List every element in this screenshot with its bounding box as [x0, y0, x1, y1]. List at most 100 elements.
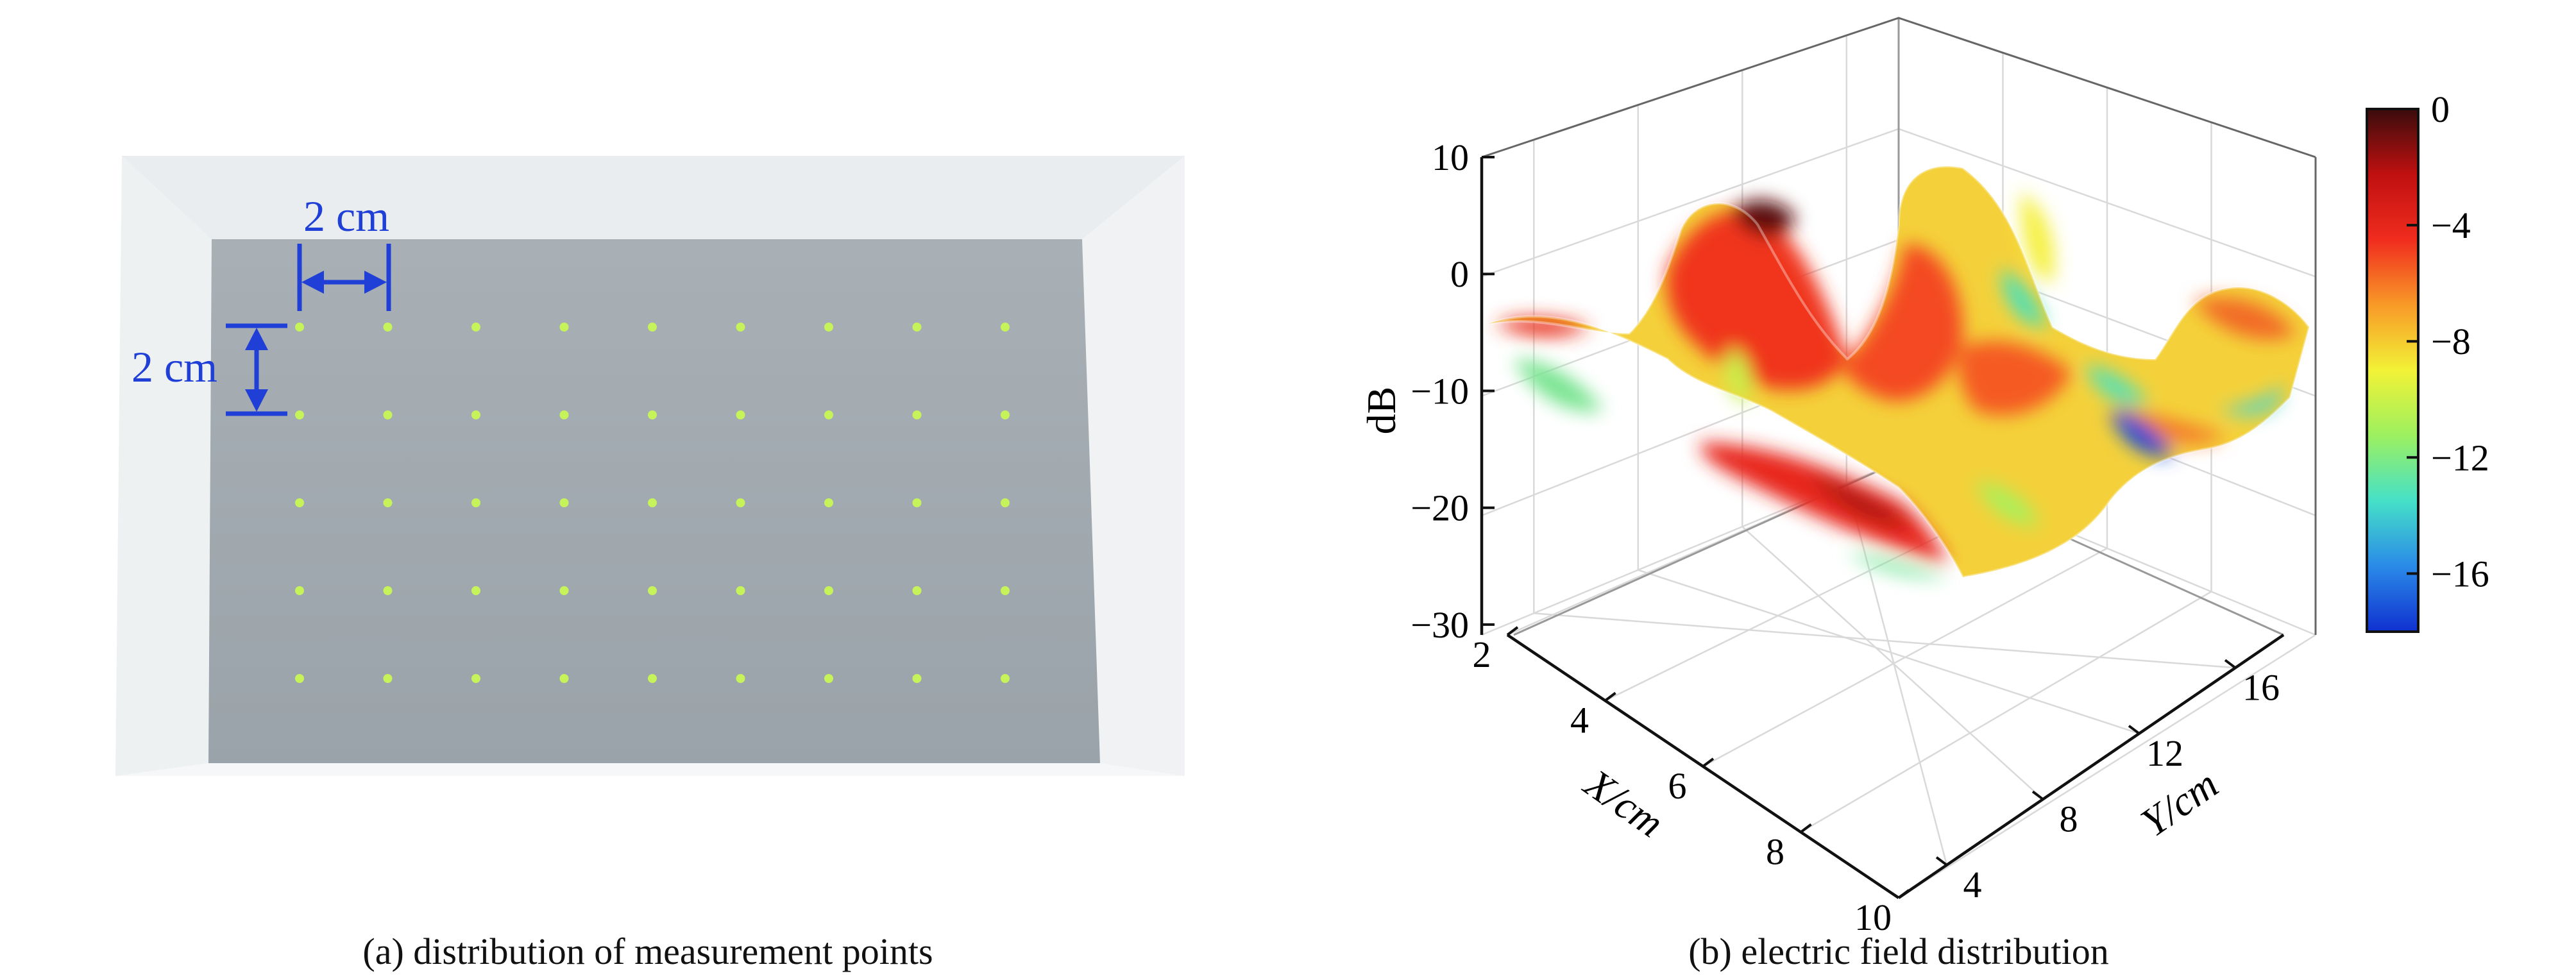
measurement-point [824, 410, 833, 419]
z-tick-label: −30 [1411, 604, 1469, 646]
y-tick-label: 12 [2146, 732, 2183, 774]
spacing-annotations: 2 cm 2 cm [131, 192, 391, 416]
x-tick-label: 4 [1570, 700, 1589, 741]
measurement-point [1001, 498, 1010, 507]
surface-highlight-edge [1487, 165, 2311, 579]
z-tick-label: −10 [1411, 371, 1469, 412]
z-axis-ticks: 10 0 −10 −20 −30 [1411, 137, 1495, 646]
surface-color-patches [1495, 192, 2296, 578]
y-tick-label: 4 [1963, 864, 1982, 906]
colorbar-gradient [2366, 108, 2419, 633]
x-tick [1800, 823, 1812, 834]
measurement-point [559, 323, 569, 332]
z-tick-label: 0 [1450, 253, 1469, 295]
measurement-point [559, 586, 569, 595]
y-gridline-floor [1638, 569, 2140, 734]
measurement-point [736, 498, 745, 507]
y-spacing-arrowhead-bottom [245, 389, 268, 412]
colorbar: 0 −4 −8 −12 −16 [2366, 89, 2489, 633]
x-gridline-floor [1898, 634, 2316, 899]
measurement-point [383, 410, 393, 419]
caption-panel-b: (b) electric field distribution [1688, 931, 2109, 972]
y-spacing-arrowhead-top [245, 328, 268, 350]
measurement-point [648, 323, 657, 332]
surface-plot [1487, 165, 2311, 579]
x-tick [1897, 889, 1910, 899]
colorbar-tick-label: −4 [2431, 205, 2471, 246]
measurement-point [295, 498, 304, 507]
measurement-point [295, 410, 304, 419]
measurement-point [471, 586, 480, 595]
x-spacing-label: 2 cm [303, 192, 389, 240]
box-right-wall [1082, 156, 1185, 776]
y-gridline-floor [1845, 483, 1948, 866]
measurement-point [736, 674, 745, 683]
x-spacing-arrowhead-right [364, 271, 387, 294]
z-tick-label: −20 [1411, 487, 1469, 529]
measurement-point [471, 410, 480, 419]
measurement-point [824, 498, 833, 507]
measurement-point [736, 410, 745, 419]
y-gridline-floor [1741, 526, 2044, 800]
measurement-point [383, 674, 393, 683]
x-axis-ticks: 2 4 6 8 10 [1473, 626, 1910, 938]
measurement-point [383, 323, 393, 332]
measurement-point [295, 674, 304, 683]
x-axis-label: X/cm [1575, 759, 1672, 846]
measurement-point [559, 410, 569, 419]
measurement-point [1001, 674, 1010, 683]
measurement-point [383, 498, 393, 507]
measurement-point [471, 674, 480, 683]
y-tick [2224, 659, 2237, 669]
y-gridline-floor [1534, 612, 2236, 669]
box-bottom-lip [115, 763, 1185, 776]
x-tick-label: 2 [1473, 634, 1491, 675]
x-gridline-floor [1800, 591, 2212, 833]
x-tick [1506, 626, 1519, 636]
y-tick [1935, 856, 1948, 866]
measurement-point [383, 586, 393, 595]
x-spacing-arrowhead-left [301, 271, 324, 294]
measurement-point [912, 674, 922, 683]
colorbar-tick-label: −8 [2431, 321, 2471, 362]
measurement-point [471, 498, 480, 507]
measurement-point [1001, 410, 1010, 419]
y-tick-label: 8 [2060, 798, 2078, 839]
measurement-point [912, 410, 922, 419]
measurement-point [559, 674, 569, 683]
box-top-wall [122, 156, 1185, 239]
colorbar-tick-label: −16 [2431, 553, 2489, 594]
z-tick-label: 10 [1432, 137, 1469, 178]
x-tick-label: 8 [1766, 831, 1784, 873]
measurement-point [824, 323, 833, 332]
measurement-point [912, 498, 922, 507]
y-spacing-label: 2 cm [131, 342, 217, 391]
measurement-point [295, 586, 304, 595]
measurement-point [1001, 586, 1010, 595]
measurement-point [824, 674, 833, 683]
measurement-point [471, 323, 480, 332]
measurement-points [295, 323, 1010, 683]
measurement-point [736, 586, 745, 595]
y-tick [2128, 725, 2140, 735]
x-tick [1702, 757, 1715, 768]
caption-panel-a: (a) distribution of measurement points [362, 931, 933, 972]
measurement-point [648, 498, 657, 507]
measurement-point [1001, 323, 1010, 332]
panel-a-measurement-box: 2 cm 2 cm [115, 156, 1185, 776]
x-tick-label: 6 [1668, 765, 1687, 807]
colorbar-tick-label: 0 [2431, 89, 2450, 130]
colorbar-ticks: 0 −4 −8 −12 −16 [2407, 89, 2489, 594]
y-tick [2031, 790, 2044, 800]
measurement-point [912, 586, 922, 595]
top-edges [1481, 17, 2316, 158]
box-left-wall [115, 156, 212, 776]
measurement-point [648, 674, 657, 683]
measurement-point [648, 410, 657, 419]
z-axis-label: dB [1359, 387, 1404, 435]
measurement-point [736, 323, 745, 332]
x-tick-label: 10 [1854, 897, 1892, 938]
